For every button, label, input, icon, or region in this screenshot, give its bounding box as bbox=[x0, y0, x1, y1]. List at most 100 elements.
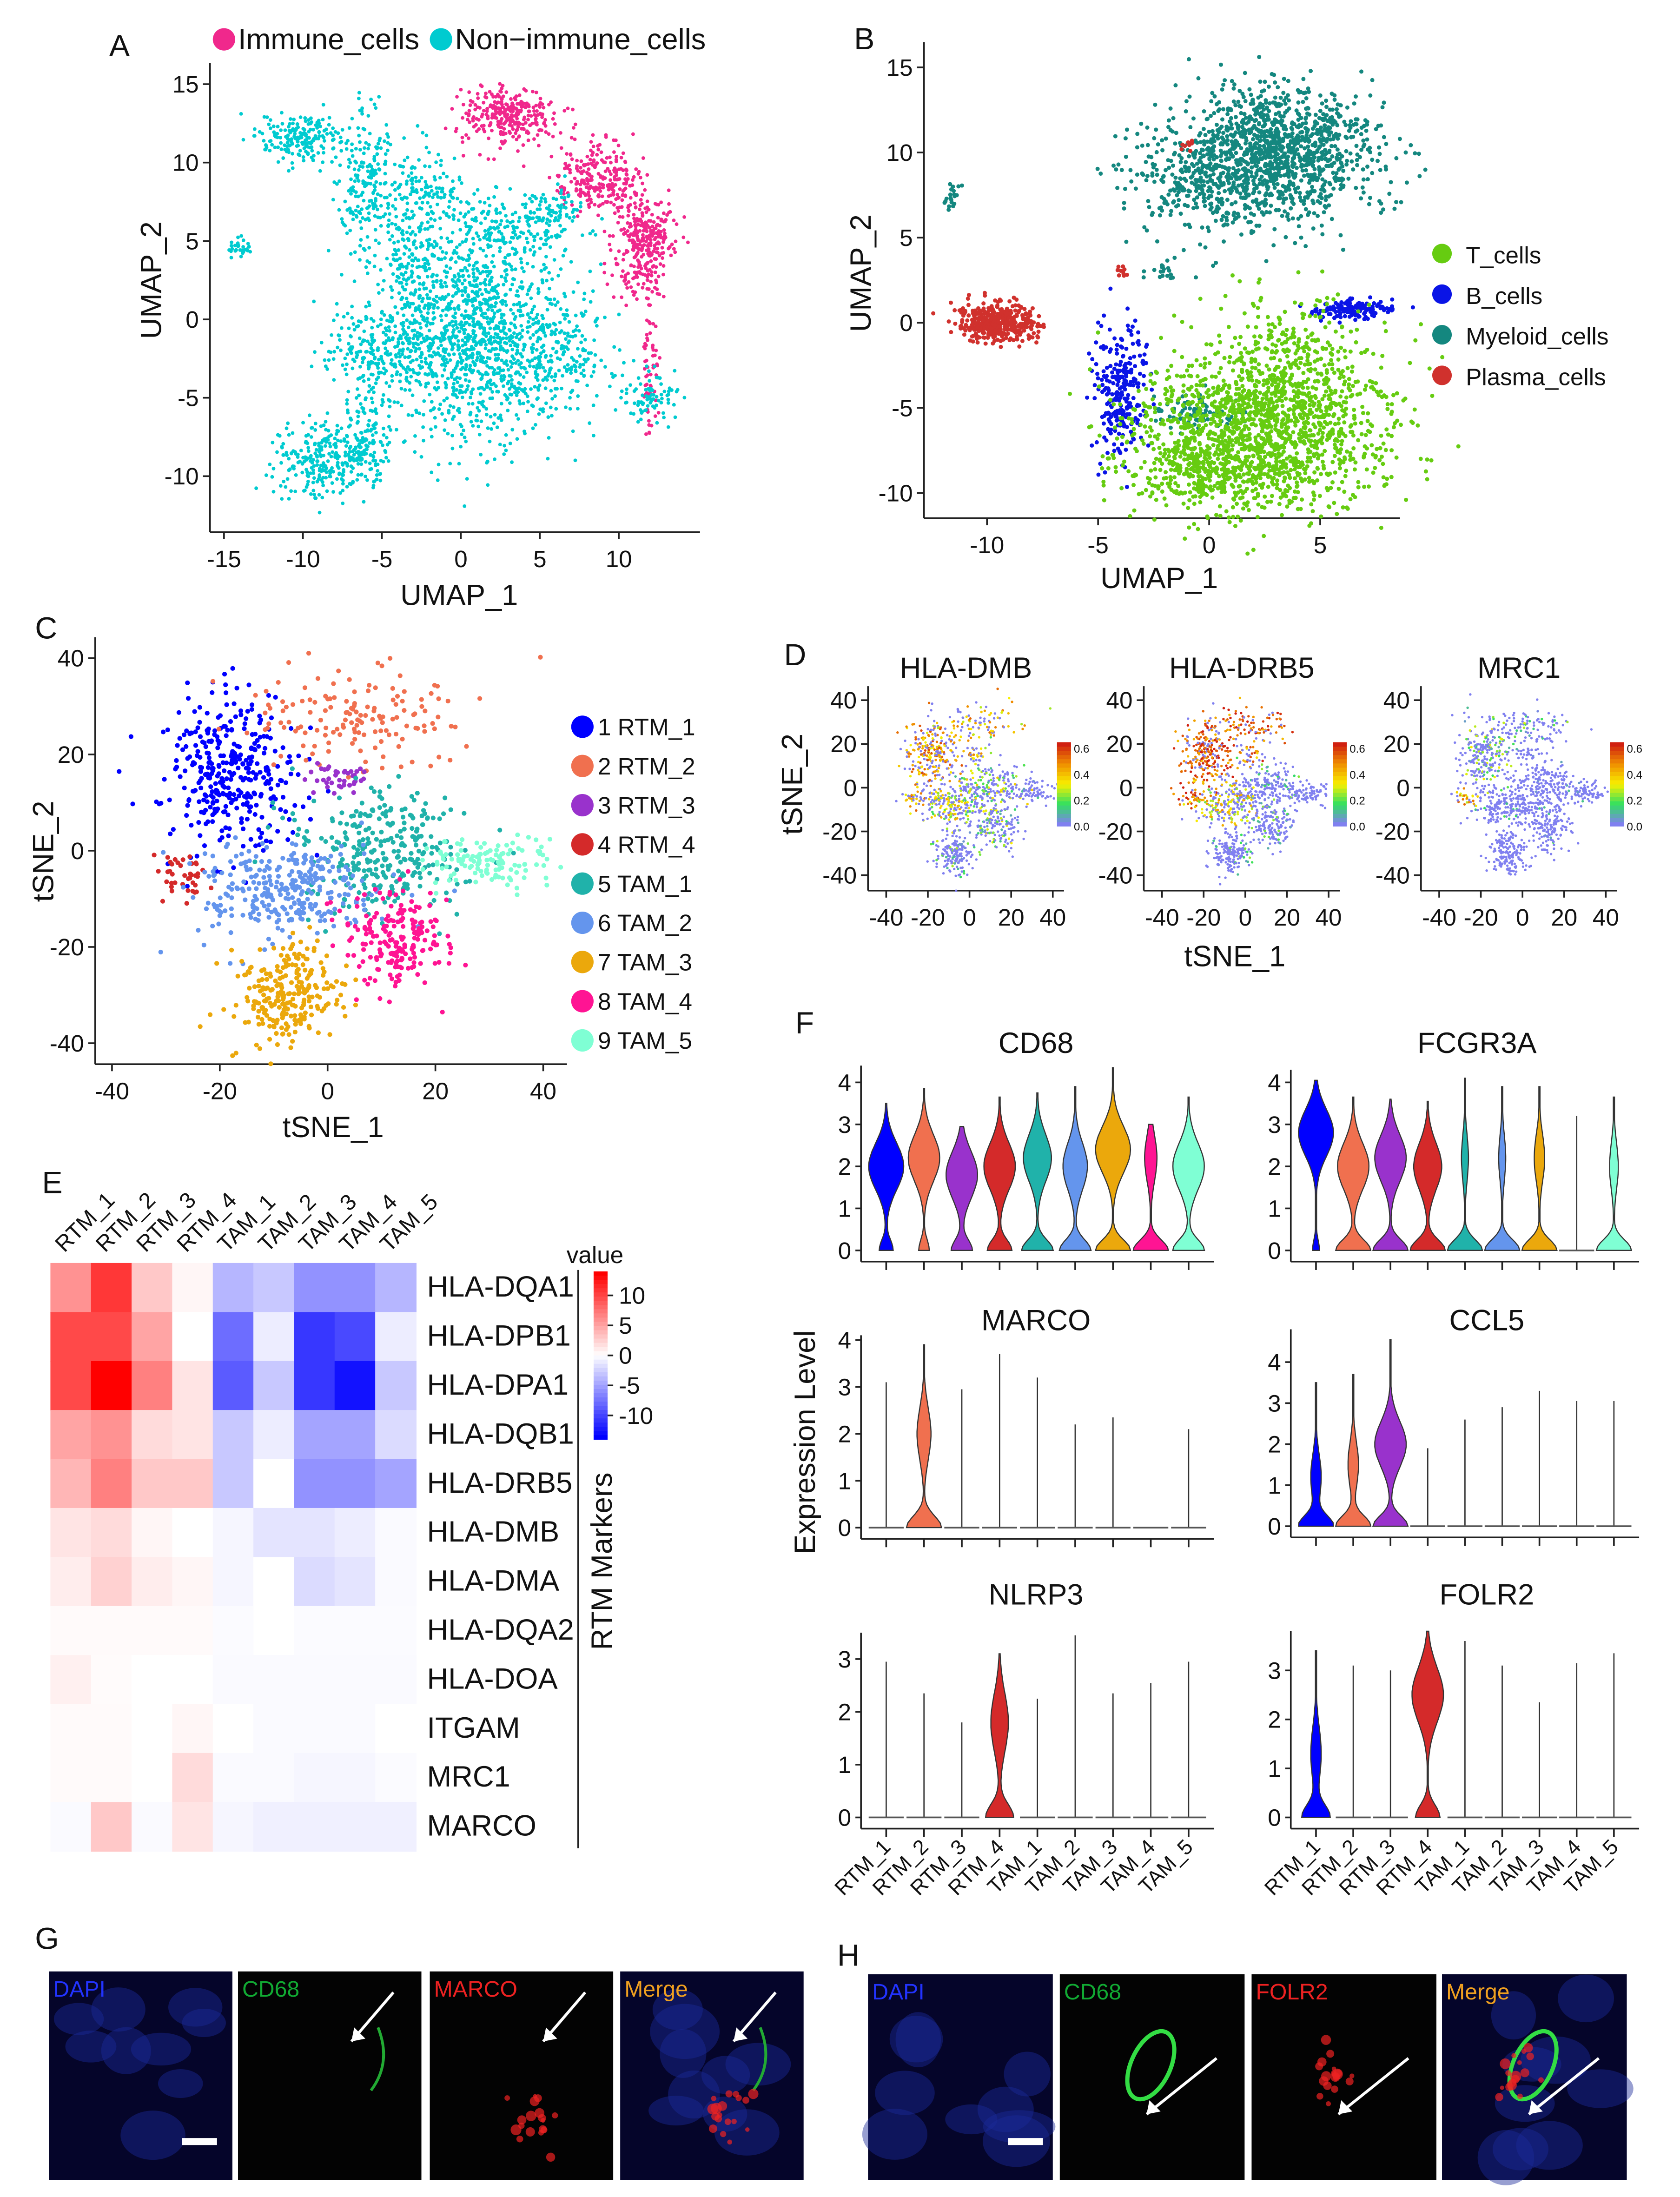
point bbox=[574, 313, 578, 318]
point bbox=[348, 424, 352, 427]
point bbox=[517, 219, 521, 224]
point bbox=[291, 166, 295, 170]
point bbox=[589, 200, 593, 205]
point bbox=[525, 237, 529, 240]
point bbox=[459, 444, 463, 449]
point bbox=[452, 328, 456, 332]
point bbox=[589, 140, 593, 144]
point bbox=[499, 377, 503, 381]
point bbox=[268, 139, 272, 143]
point bbox=[649, 270, 654, 274]
point bbox=[570, 356, 574, 360]
point bbox=[617, 312, 621, 317]
point bbox=[1254, 172, 1259, 178]
point bbox=[620, 389, 624, 393]
point bbox=[396, 267, 400, 271]
point bbox=[525, 371, 529, 375]
point bbox=[596, 213, 600, 218]
point bbox=[484, 92, 488, 95]
point bbox=[357, 91, 361, 95]
point bbox=[512, 226, 516, 231]
point bbox=[559, 267, 563, 271]
point bbox=[645, 383, 649, 386]
point bbox=[421, 297, 425, 301]
point bbox=[420, 352, 424, 356]
point bbox=[355, 421, 359, 425]
point bbox=[515, 335, 518, 339]
point bbox=[505, 219, 509, 223]
point bbox=[423, 190, 428, 194]
point bbox=[279, 461, 283, 465]
point bbox=[518, 373, 523, 377]
point bbox=[371, 483, 376, 488]
point bbox=[666, 425, 670, 429]
point bbox=[509, 374, 513, 378]
point bbox=[473, 107, 477, 112]
point bbox=[580, 233, 584, 237]
point bbox=[393, 223, 397, 227]
point bbox=[571, 126, 575, 130]
point bbox=[373, 168, 377, 172]
point bbox=[419, 326, 423, 330]
point bbox=[436, 478, 440, 482]
point bbox=[427, 266, 431, 271]
point bbox=[331, 126, 335, 130]
point bbox=[309, 116, 313, 120]
point bbox=[412, 328, 417, 332]
point bbox=[1392, 206, 1397, 211]
point bbox=[408, 305, 412, 309]
point bbox=[557, 369, 561, 372]
point bbox=[379, 318, 383, 321]
point bbox=[548, 176, 551, 179]
point bbox=[600, 217, 604, 221]
point bbox=[332, 318, 336, 323]
point bbox=[388, 404, 392, 409]
point bbox=[381, 214, 385, 218]
point bbox=[488, 278, 492, 282]
point bbox=[442, 210, 446, 214]
point bbox=[434, 425, 437, 429]
point bbox=[471, 424, 475, 428]
point bbox=[1218, 62, 1223, 67]
point bbox=[339, 273, 344, 277]
point bbox=[1308, 174, 1313, 179]
point bbox=[1375, 159, 1380, 163]
point bbox=[563, 317, 567, 321]
point bbox=[602, 261, 607, 265]
point bbox=[492, 311, 496, 315]
point bbox=[346, 342, 351, 346]
point bbox=[1230, 202, 1234, 206]
point bbox=[472, 192, 476, 196]
point bbox=[495, 116, 498, 120]
point bbox=[524, 202, 528, 206]
point bbox=[485, 109, 489, 113]
point bbox=[356, 126, 360, 130]
point bbox=[360, 161, 364, 165]
point bbox=[379, 193, 383, 198]
point bbox=[373, 356, 377, 359]
point bbox=[546, 457, 550, 461]
point bbox=[538, 97, 542, 100]
point bbox=[429, 185, 433, 189]
point bbox=[284, 450, 289, 455]
point bbox=[521, 202, 525, 206]
point bbox=[644, 388, 648, 392]
point bbox=[390, 183, 394, 187]
point bbox=[453, 334, 457, 338]
point bbox=[515, 348, 519, 352]
point bbox=[488, 233, 492, 237]
point bbox=[1377, 199, 1382, 204]
point bbox=[547, 103, 551, 106]
y-axis-label: UMAP_2 bbox=[845, 214, 877, 332]
point bbox=[1384, 142, 1389, 146]
point bbox=[453, 393, 457, 397]
point bbox=[468, 103, 472, 107]
point bbox=[543, 200, 548, 204]
point bbox=[1252, 142, 1257, 147]
point bbox=[526, 113, 530, 118]
point bbox=[296, 455, 300, 459]
point bbox=[582, 291, 587, 296]
point bbox=[595, 187, 599, 192]
point bbox=[646, 404, 650, 408]
point bbox=[648, 219, 653, 223]
